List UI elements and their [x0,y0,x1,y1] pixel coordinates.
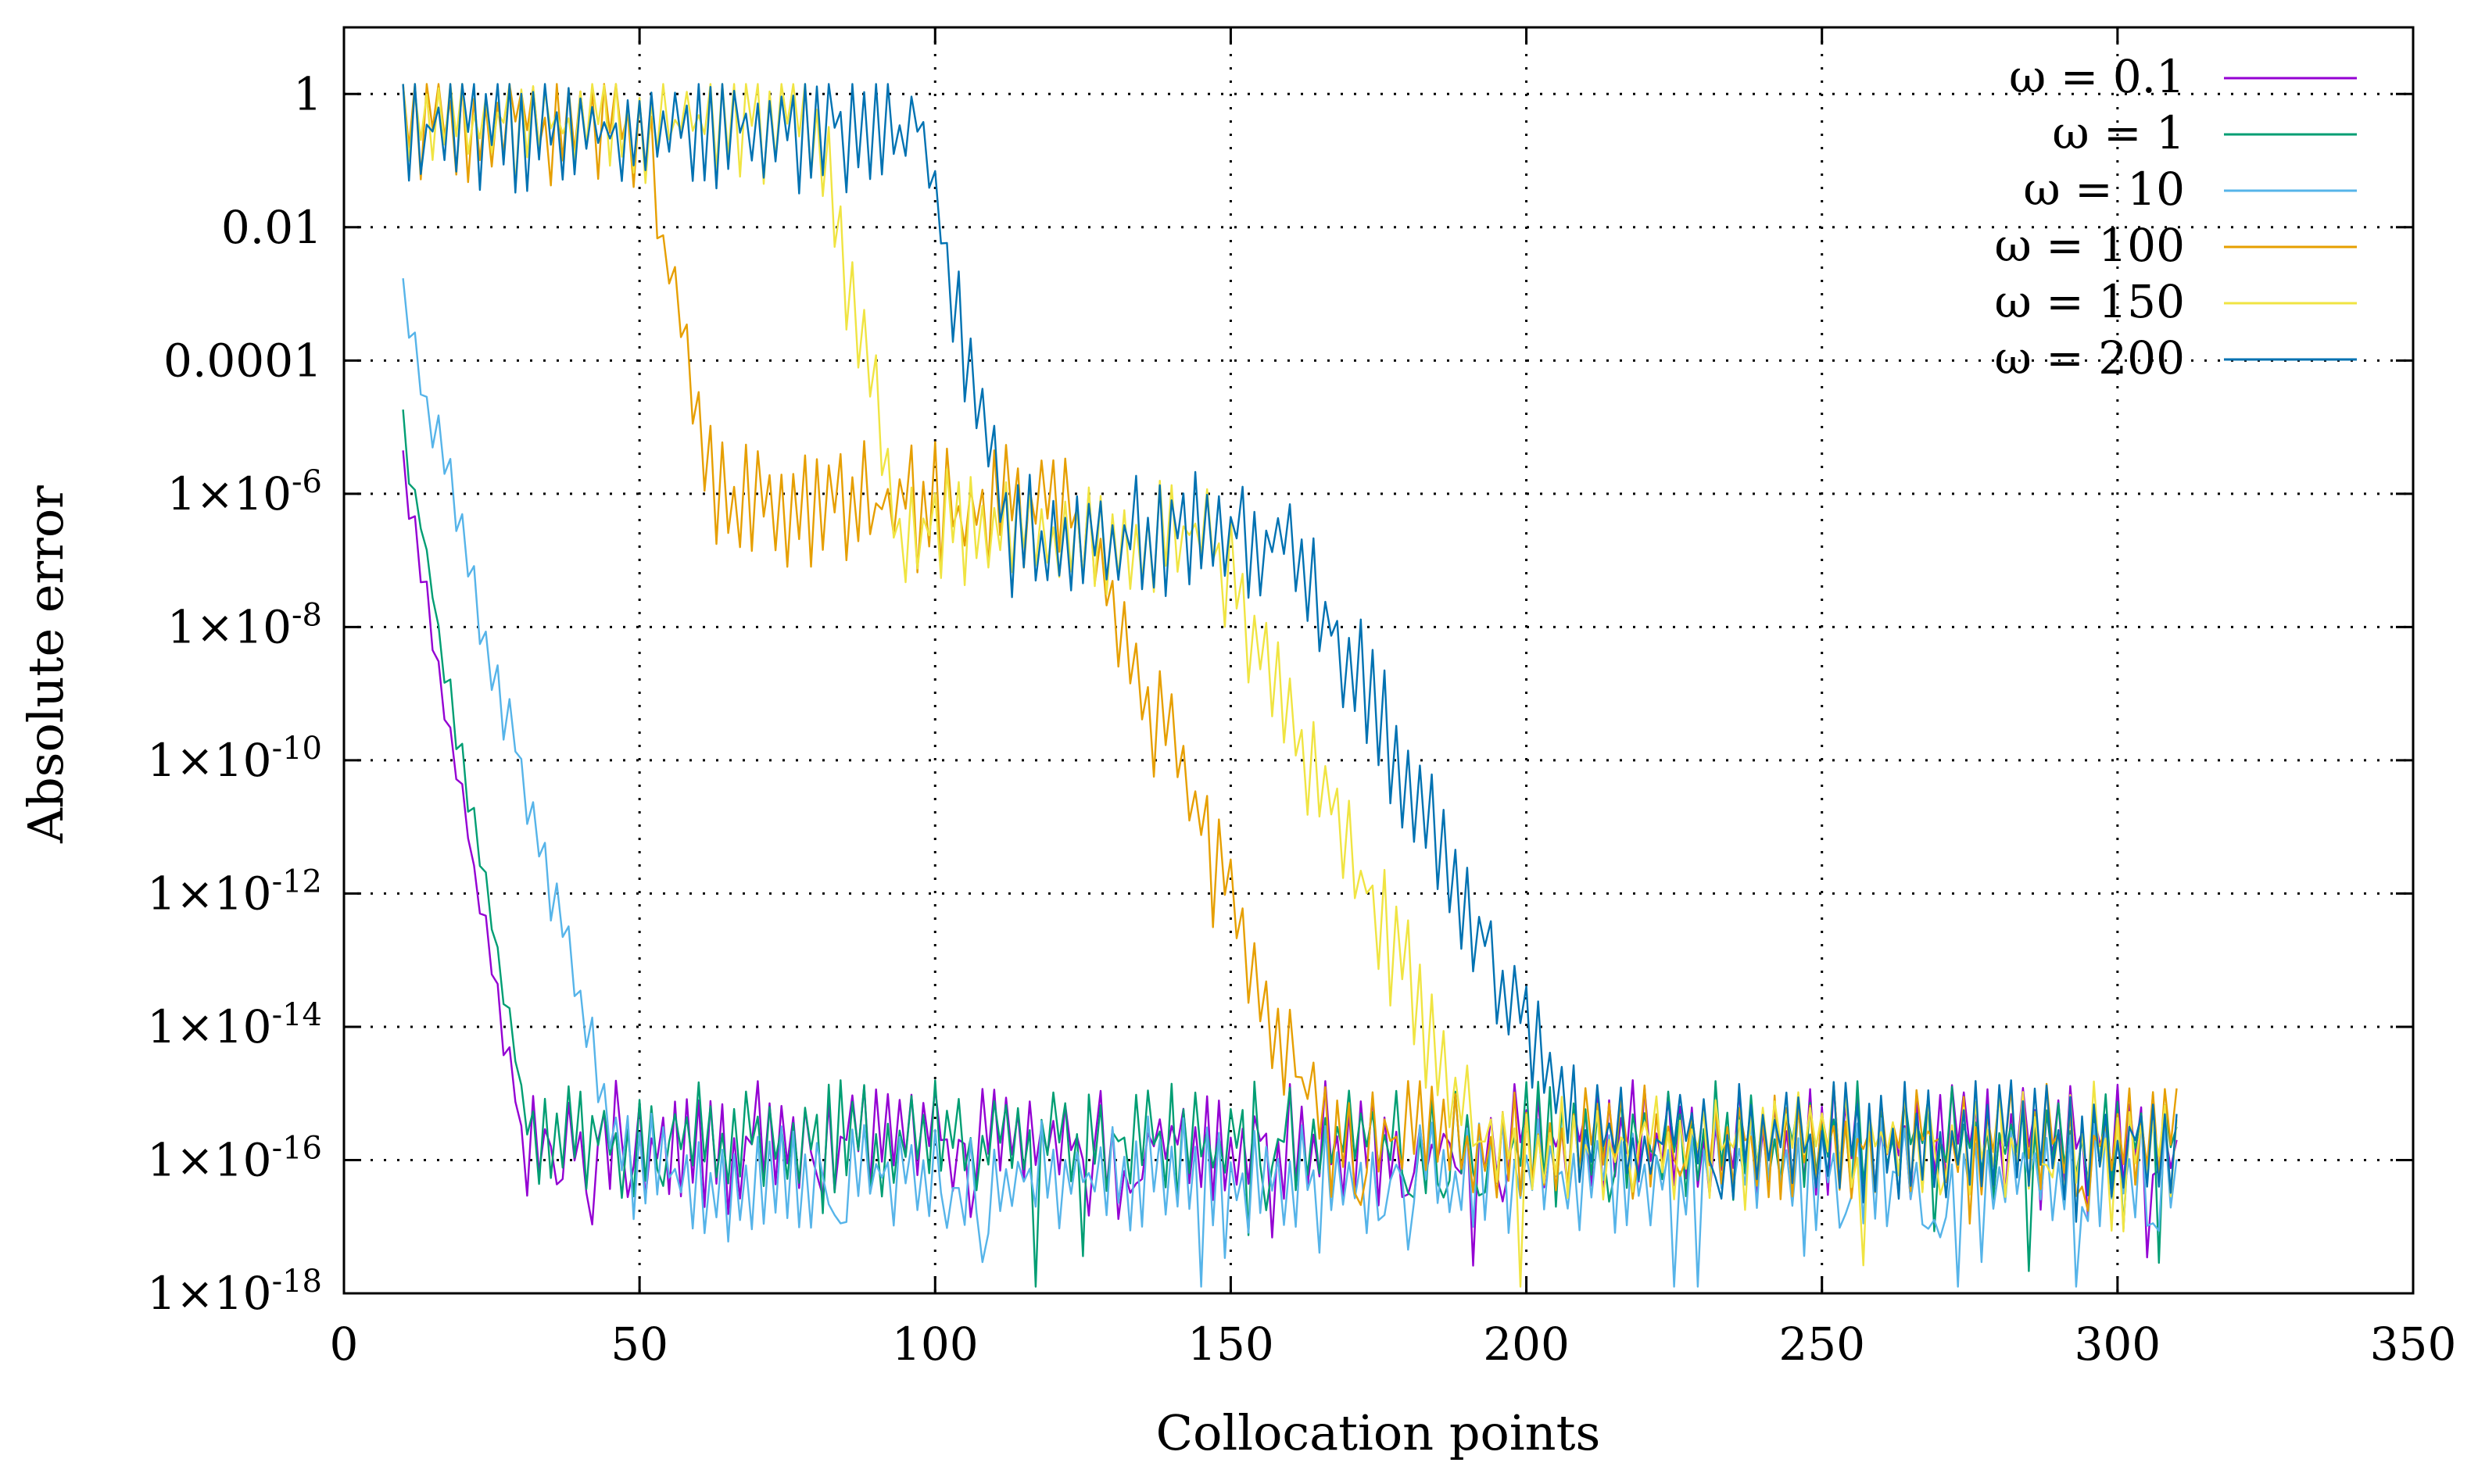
legend-label: ω = 1 [2052,106,2185,159]
x-tick-label: 100 [892,1318,979,1371]
y-tick-label: 1×10-14 [147,997,322,1053]
x-tick-label: 200 [1483,1318,1570,1371]
series-line-5 [402,83,2178,1288]
x-tick-label: 350 [2370,1318,2457,1371]
axis-ticks [342,27,2415,1295]
x-tick-label: 0 [330,1318,359,1371]
x-axis-title: Collocation points [1156,1404,1601,1461]
legend-label: ω = 10 [2023,163,2185,216]
y-tick-label: 1×10-18 [147,1264,322,1320]
y-axis-title: Absolute error [17,485,74,844]
x-tick-labels: 0 50 100 150 200 250 300 350 [330,1318,2457,1371]
x-tick-label: 250 [1778,1318,1865,1371]
series-lines [402,83,2178,1288]
legend-label: ω = 100 [1995,219,2185,272]
y-tick-label: 1×10-10 [147,731,322,787]
y-tick-label: 1×10-8 [167,597,322,653]
grid [344,27,2413,1293]
series-line-2 [402,409,2178,1288]
legend-label: ω = 150 [1995,275,2185,328]
legend-label: ω = 200 [1995,331,2185,384]
legend-label: ω = 0.1 [2009,50,2185,103]
y-tick-label: 1×10-6 [167,464,322,520]
y-tick-label: 1 [293,67,322,120]
y-tick-label: 0.01 [221,201,322,254]
series-line-4 [402,83,2178,1225]
y-tick-label: 1×10-12 [147,864,322,920]
series-line-3 [402,277,2178,1288]
x-tick-label: 300 [2074,1318,2161,1371]
series-line-6 [402,83,2178,1223]
plot-frame [342,26,2415,1295]
y-tick-labels: 1 0.01 0.0001 1×10-6 1×10-8 1×10-10 1×10-12 1×1… [147,67,322,1320]
y-tick-label: 0.0001 [163,334,322,387]
x-tick-label: 150 [1187,1318,1274,1371]
y-tick-label: 1×10-16 [147,1130,322,1186]
x-tick-label: 50 [611,1318,668,1371]
